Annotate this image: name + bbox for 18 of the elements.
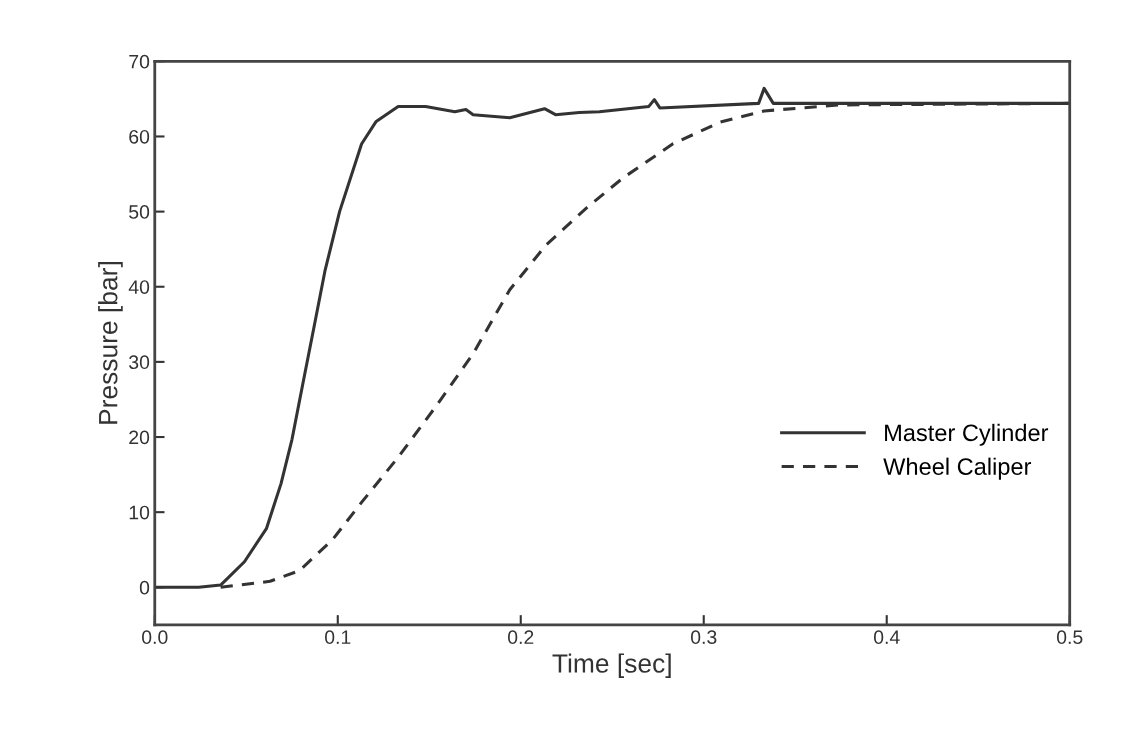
y-axis-title: Pressure [bar] — [98, 262, 123, 424]
x-axis-title: Time [sec] — [552, 653, 671, 679]
x-tick-label: 0.3 — [690, 630, 717, 645]
x-tick-label: 0.2 — [507, 630, 534, 645]
y-tick-label: 10 — [129, 505, 150, 520]
legend-label: Master Cylinder — [885, 423, 1049, 446]
x-tick-label: 0.5 — [1056, 630, 1083, 645]
y-tick-label: 70 — [129, 54, 150, 69]
y-tick-label: 50 — [129, 205, 150, 219]
y-tick-label: 30 — [129, 355, 150, 370]
y-tick-label: 20 — [129, 430, 150, 445]
y-tick-label: 40 — [128, 280, 150, 294]
x-tick-label: 0.1 — [325, 630, 351, 645]
y-tick-label: 60 — [129, 129, 150, 144]
y-tick-label: 0 — [139, 580, 150, 595]
x-tick-label: 0.0 — [142, 630, 168, 645]
legend-label: Wheel Caliper — [883, 457, 1032, 480]
x-tick-label: 0.4 — [873, 630, 900, 645]
